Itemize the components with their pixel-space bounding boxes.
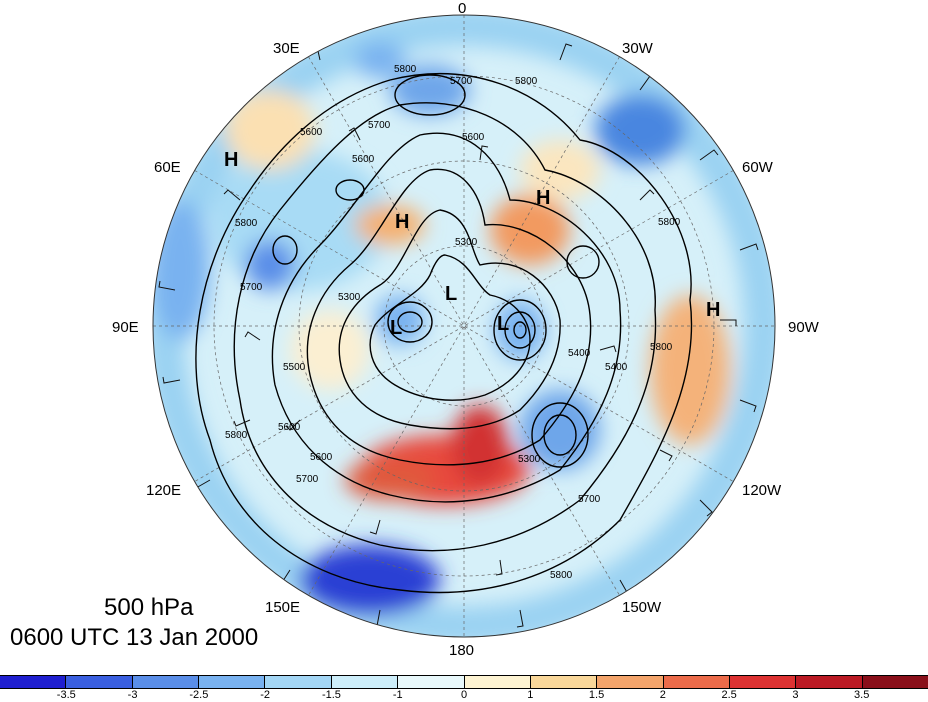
low-marker: L xyxy=(497,313,509,335)
high-marker: H xyxy=(224,149,238,171)
longitude-label-120w: 120W xyxy=(742,482,782,499)
colorbar-segment xyxy=(132,676,200,688)
contour-label: 5700 xyxy=(296,474,319,485)
high-marker: H xyxy=(395,211,409,233)
contour-label: 5600 xyxy=(462,132,485,143)
contour-label: 5300 xyxy=(455,237,478,248)
contour-label: 5800 xyxy=(394,64,417,75)
contour-label: 5800 xyxy=(550,570,573,581)
longitude-label-90w: 90W xyxy=(788,319,819,336)
contour-label: 5600 xyxy=(300,127,323,138)
longitude-label-30w: 30W xyxy=(622,40,653,57)
contour-label: 5600 xyxy=(310,452,333,463)
colorbar-segment xyxy=(0,676,67,688)
contour-label: 5400 xyxy=(568,348,591,359)
colorbar-segment xyxy=(265,676,332,688)
colorbar-segment xyxy=(796,676,863,688)
pressure-level-title: 500 hPa xyxy=(104,594,194,621)
graticule xyxy=(153,15,775,637)
map-boundary xyxy=(152,14,776,638)
colorbar-tick-label: -1 xyxy=(392,689,403,701)
pressure-centers: H H H H L L L xyxy=(224,149,720,339)
colorbar-tick-label: 2 xyxy=(659,689,666,701)
contour-label: 5800 xyxy=(515,76,538,87)
colorbar-segment xyxy=(398,676,465,688)
colorbar-tick-label: 3.5 xyxy=(854,689,870,701)
contour-label: 5800 xyxy=(658,217,681,228)
contour-label: 5300 xyxy=(518,454,541,465)
colorbar-tick-label: 3 xyxy=(792,689,799,701)
colorbar-segment xyxy=(331,676,399,688)
colorbar-tick-label: 1.5 xyxy=(588,689,605,701)
colorbar-labels: -3.5 -3 -2.5 -2 -1.5 -1 0 1 1.5 2 2.5 3 3.5 xyxy=(0,689,928,702)
contour-label: 5500 xyxy=(283,362,306,373)
colorbar-tick-label: -2 xyxy=(260,689,271,701)
colorbar-segment xyxy=(464,676,531,688)
high-marker: H xyxy=(536,187,550,209)
longitude-label-150w: 150W xyxy=(622,599,662,616)
anomaly-shading xyxy=(153,15,775,637)
high-marker: H xyxy=(706,299,720,321)
longitude-label-90e: 90E xyxy=(112,319,139,336)
height-contours xyxy=(195,73,693,594)
contour-label: 5700 xyxy=(450,76,473,87)
contour-label: 5600 xyxy=(278,422,301,433)
longitude-label-150e: 150E xyxy=(265,599,301,616)
longitude-label-30e: 30E xyxy=(273,40,300,57)
colorbar-tick-label: -1.5 xyxy=(321,689,341,701)
colorbar-segment xyxy=(663,676,730,688)
contour-label: 5400 xyxy=(605,362,628,373)
contour-label: 5700 xyxy=(240,282,263,293)
contour-label: 5800 xyxy=(650,342,673,353)
colorbar-tick-label: 0 xyxy=(460,689,468,701)
contour-label: 5600 xyxy=(352,154,375,165)
colorbar-segment xyxy=(597,676,664,688)
colorbar-segment xyxy=(66,676,133,688)
contour-label-group: 5800 5700 5600 5300 5500 5400 5800 5700 … xyxy=(225,64,681,581)
contour-label: 5800 xyxy=(225,430,248,441)
low-marker: L xyxy=(445,283,457,305)
colorbar-tick-label: -3.5 xyxy=(56,689,76,701)
colorbar-tick-label: 2.5 xyxy=(721,689,737,701)
low-marker: L xyxy=(390,317,402,339)
longitude-label-180: 180 xyxy=(449,642,475,659)
contour-label: 5700 xyxy=(578,494,601,505)
contour-label: 5800 xyxy=(235,218,258,229)
longitude-label-60e: 60E xyxy=(154,159,181,176)
colorbar-segment xyxy=(199,676,266,688)
contour-label: 5300 xyxy=(338,292,361,303)
valid-time-title: 0600 UTC 13 Jan 2000 xyxy=(10,624,259,651)
longitude-label-0: 0 xyxy=(458,0,467,17)
longitude-label-120e: 120E xyxy=(146,482,182,499)
longitude-label-60w: 60W xyxy=(742,159,773,176)
polar-stereographic-map: H H H H L L L 5800 5700 5600 5300 5500 5… xyxy=(152,14,776,638)
colorbar-segment xyxy=(729,676,797,688)
colorbar-tick-label: 1 xyxy=(527,689,534,701)
colorbar-tick-label: -2.5 xyxy=(189,689,209,701)
colorbar-tick-label: -3 xyxy=(127,689,138,701)
colorbar-segment xyxy=(862,676,928,688)
colorbar xyxy=(0,675,928,689)
contour-label: 5700 xyxy=(368,120,391,131)
colorbar-segment xyxy=(530,676,598,688)
